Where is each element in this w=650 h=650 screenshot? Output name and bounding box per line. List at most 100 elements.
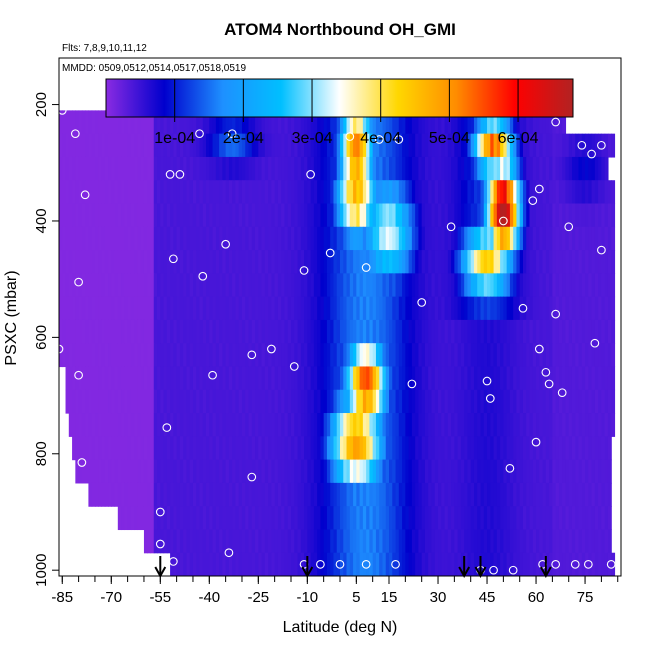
heat-cell xyxy=(160,529,165,554)
heat-cell xyxy=(173,319,178,344)
heat-cell xyxy=(473,273,478,298)
heat-cell xyxy=(343,296,348,321)
heat-cell xyxy=(212,552,217,576)
heat-cell xyxy=(124,482,129,507)
heat-cell xyxy=(284,296,289,321)
heat-cell xyxy=(441,366,446,391)
heat-cell xyxy=(130,110,135,135)
heat-cell xyxy=(509,343,514,368)
heat-cell xyxy=(555,133,560,158)
heat-cell xyxy=(108,413,112,437)
heat-cell xyxy=(68,389,73,414)
heat-cell xyxy=(568,203,573,228)
heat-cell xyxy=(395,413,400,437)
heat-cell xyxy=(186,389,191,414)
heat-cell xyxy=(506,156,511,181)
heat-cell xyxy=(424,296,429,321)
heat-cell xyxy=(405,296,410,321)
heat-cell xyxy=(477,296,482,321)
heat-cell xyxy=(271,343,276,368)
heat-cell xyxy=(108,273,112,298)
heat-cell xyxy=(294,389,299,414)
heat-cell xyxy=(326,273,331,298)
heat-cell xyxy=(516,552,521,576)
heat-cell xyxy=(464,413,469,437)
heat-cell xyxy=(137,180,142,205)
heat-cell xyxy=(473,529,478,554)
heat-cell xyxy=(356,482,361,507)
heat-cell xyxy=(415,180,420,205)
heat-cell xyxy=(408,319,413,344)
heat-cell xyxy=(222,110,227,135)
heat-cell xyxy=(431,366,436,391)
heat-cell xyxy=(173,226,178,251)
heat-cell xyxy=(604,133,609,158)
heat-cell xyxy=(261,273,266,298)
heat-cell xyxy=(565,389,570,414)
heat-cell xyxy=(558,436,563,461)
heat-cell xyxy=(470,366,475,391)
heat-cell xyxy=(477,506,482,531)
heat-cell xyxy=(464,482,469,507)
heat-cell xyxy=(542,459,547,484)
heat-cell xyxy=(578,343,583,368)
heat-cell xyxy=(480,156,485,181)
heat-cell xyxy=(379,366,384,391)
heat-cell xyxy=(304,180,308,205)
heat-cell xyxy=(196,366,201,391)
heat-cell xyxy=(454,250,459,274)
heat-cell xyxy=(336,436,341,461)
heat-cell xyxy=(467,506,472,531)
heat-cell xyxy=(326,459,331,484)
heat-cell xyxy=(186,506,191,531)
heat-cell xyxy=(487,482,491,507)
heat-cell xyxy=(166,156,171,181)
heat-cell xyxy=(451,482,455,507)
heat-cell xyxy=(274,110,279,135)
heat-cell xyxy=(477,273,482,298)
heat-cell xyxy=(487,366,491,391)
heat-cell xyxy=(477,250,482,274)
heat-cell xyxy=(359,296,364,321)
heat-cell xyxy=(558,250,563,274)
heat-cell xyxy=(333,156,338,181)
heat-cell xyxy=(487,296,491,321)
heat-cell xyxy=(545,343,550,368)
heat-cell xyxy=(127,133,132,158)
heat-cell xyxy=(594,133,599,158)
heat-cell xyxy=(248,133,253,158)
heat-cell xyxy=(232,319,237,344)
heat-cell xyxy=(375,343,380,368)
heat-cell xyxy=(160,482,165,507)
heat-cell xyxy=(192,506,197,531)
heat-cell xyxy=(294,529,299,554)
heat-cell xyxy=(552,226,557,251)
heat-cell xyxy=(206,203,210,228)
heat-cell xyxy=(317,226,321,251)
heat-cell xyxy=(392,226,397,251)
heat-cell xyxy=(604,319,609,344)
heat-cell xyxy=(526,389,531,414)
heat-cell xyxy=(411,529,416,554)
heat-cell xyxy=(500,273,504,298)
heat-cell xyxy=(581,226,586,251)
heat-cell xyxy=(209,343,214,368)
heat-cell xyxy=(588,366,593,391)
heat-cell xyxy=(506,413,511,437)
heat-cell xyxy=(75,133,80,158)
heat-cell xyxy=(389,133,393,158)
heat-cell xyxy=(591,133,596,158)
heat-cell xyxy=(372,110,377,135)
heat-cell xyxy=(516,133,521,158)
heat-cell xyxy=(424,343,429,368)
heat-cell xyxy=(392,296,397,321)
heat-cell xyxy=(150,319,155,344)
heat-cell xyxy=(408,552,413,576)
heat-cell xyxy=(353,203,357,228)
heat-cell xyxy=(153,273,158,298)
heat-cell xyxy=(88,133,93,158)
heat-cell xyxy=(248,343,253,368)
heat-cell xyxy=(91,482,96,507)
heat-cell xyxy=(487,110,491,135)
heat-cell xyxy=(362,389,367,414)
